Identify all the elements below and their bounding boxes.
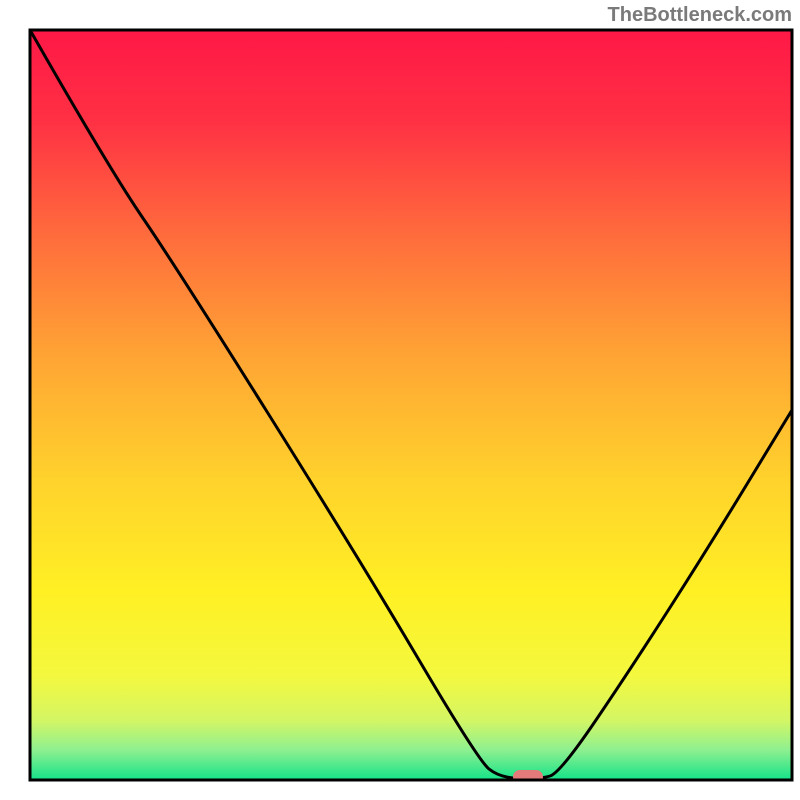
bottleneck-chart bbox=[0, 0, 800, 800]
gradient-background bbox=[30, 30, 792, 780]
chart-container: { "watermark": { "text": "TheBottleneck.… bbox=[0, 0, 800, 800]
optimal-marker bbox=[513, 770, 543, 784]
watermark-text: TheBottleneck.com bbox=[608, 4, 792, 27]
